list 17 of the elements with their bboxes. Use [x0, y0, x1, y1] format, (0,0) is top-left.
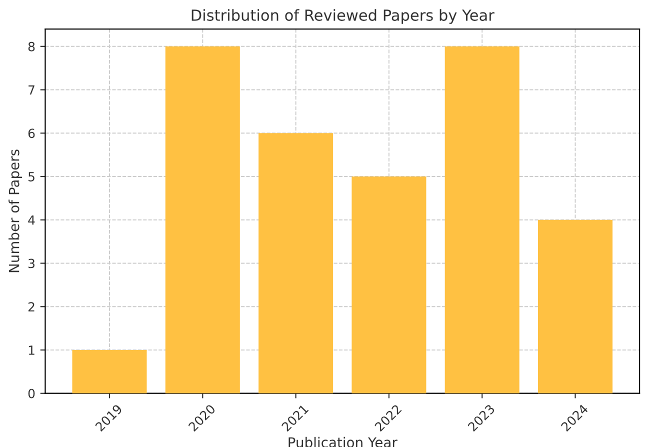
y-tick-label: 4: [28, 216, 35, 225]
y-tick-label: 5: [28, 172, 34, 182]
bar: [72, 350, 147, 394]
y-tick-label: 7: [28, 85, 34, 95]
y-tick-label: 3: [28, 258, 34, 268]
bar: [165, 46, 240, 394]
y-tick-label: 6: [28, 128, 35, 138]
y-tick-label: 0: [28, 388, 35, 398]
y-axis-title: Number of Papers: [8, 150, 22, 272]
bar: [538, 220, 613, 394]
chart-title: Distribution of Reviewed Papers by Year: [192, 9, 494, 24]
bar: [352, 176, 426, 394]
y-tick-label: 1: [28, 346, 34, 355]
y-tick-label: 8: [28, 42, 35, 52]
y-tick-label: 2: [28, 302, 34, 312]
bar: [444, 46, 520, 394]
bar: [258, 133, 334, 394]
